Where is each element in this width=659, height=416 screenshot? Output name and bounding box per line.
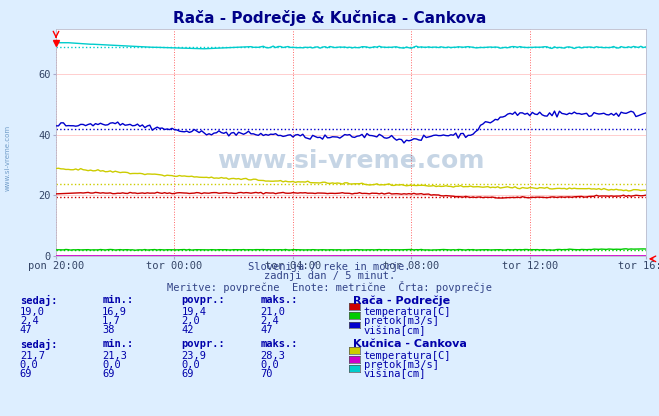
Text: 19,4: 19,4 [181, 307, 206, 317]
Text: 38: 38 [102, 325, 115, 335]
Text: min.:: min.: [102, 339, 133, 349]
Text: temperatura[C]: temperatura[C] [364, 307, 451, 317]
Text: 0,0: 0,0 [181, 360, 200, 370]
Text: 23,9: 23,9 [181, 351, 206, 361]
Text: 0,0: 0,0 [20, 360, 38, 370]
Text: 21,0: 21,0 [260, 307, 285, 317]
Text: maks.:: maks.: [260, 295, 298, 305]
Text: Rača - Podrečje & Kučnica - Cankova: Rača - Podrečje & Kučnica - Cankova [173, 10, 486, 26]
Text: 2,4: 2,4 [260, 316, 279, 326]
Text: 21,7: 21,7 [20, 351, 45, 361]
Text: pretok[m3/s]: pretok[m3/s] [364, 316, 439, 326]
Text: višina[cm]: višina[cm] [364, 325, 426, 336]
Text: višina[cm]: višina[cm] [364, 369, 426, 379]
Text: 0,0: 0,0 [102, 360, 121, 370]
Text: povpr.:: povpr.: [181, 295, 225, 305]
Text: Rača - Podrečje: Rača - Podrečje [353, 295, 449, 306]
Text: zadnji dan / 5 minut.: zadnji dan / 5 minut. [264, 271, 395, 281]
Text: www.si-vreme.com: www.si-vreme.com [217, 149, 484, 173]
Text: 70: 70 [260, 369, 273, 379]
Text: 0,0: 0,0 [260, 360, 279, 370]
Text: 2,0: 2,0 [181, 316, 200, 326]
Text: 69: 69 [20, 369, 32, 379]
Text: sedaj:: sedaj: [20, 339, 57, 350]
Text: www.si-vreme.com: www.si-vreme.com [5, 125, 11, 191]
Text: 21,3: 21,3 [102, 351, 127, 361]
Text: sedaj:: sedaj: [20, 295, 57, 307]
Text: pretok[m3/s]: pretok[m3/s] [364, 360, 439, 370]
Text: maks.:: maks.: [260, 339, 298, 349]
Text: 47: 47 [20, 325, 32, 335]
Text: 47: 47 [260, 325, 273, 335]
Text: 16,9: 16,9 [102, 307, 127, 317]
Text: Kučnica - Cankova: Kučnica - Cankova [353, 339, 467, 349]
Text: 28,3: 28,3 [260, 351, 285, 361]
Text: temperatura[C]: temperatura[C] [364, 351, 451, 361]
Text: 69: 69 [181, 369, 194, 379]
Text: min.:: min.: [102, 295, 133, 305]
Text: 1,7: 1,7 [102, 316, 121, 326]
Text: 2,4: 2,4 [20, 316, 38, 326]
Text: 19,0: 19,0 [20, 307, 45, 317]
Text: 42: 42 [181, 325, 194, 335]
Text: 69: 69 [102, 369, 115, 379]
Text: povpr.:: povpr.: [181, 339, 225, 349]
Text: Slovenija / reke in morje.: Slovenija / reke in morje. [248, 262, 411, 272]
Text: Meritve: povprečne  Enote: metrične  Črta: povprečje: Meritve: povprečne Enote: metrične Črta:… [167, 281, 492, 293]
